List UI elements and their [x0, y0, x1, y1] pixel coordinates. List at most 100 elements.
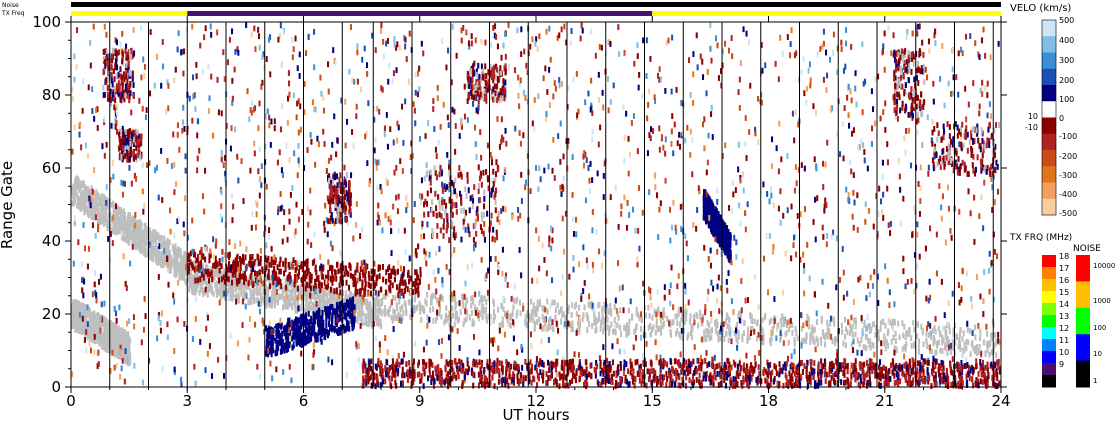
scatter-cell: [307, 289, 310, 296]
scatter-cell: [254, 259, 257, 265]
scatter-cell: [111, 227, 114, 234]
scatter-cell: [618, 324, 621, 331]
scatter-cell: [208, 283, 211, 289]
scatter-cell: [715, 227, 718, 233]
scatter-cell: [941, 348, 944, 354]
scatter-cell: [322, 301, 325, 308]
scatter-cell: [426, 292, 429, 298]
scatter-cell: [420, 305, 423, 312]
scatter-cell: [396, 305, 399, 312]
scatter-cell: [398, 312, 401, 319]
scatter-cell: [98, 318, 101, 325]
scatter-cell: [242, 270, 245, 277]
scatter-cell: [571, 326, 574, 333]
scatter-cell: [94, 323, 97, 330]
scatter-cell: [967, 339, 970, 346]
scatter-cell: [429, 296, 432, 303]
scatter-cell: [937, 339, 940, 346]
scatter-cell: [122, 342, 125, 348]
scatter-cell: [268, 261, 271, 268]
scatter-cell: [417, 291, 420, 298]
scatter-cell: [294, 329, 297, 336]
scatter-cell: [294, 290, 297, 297]
scatter-cell: [159, 235, 162, 241]
scatter-cell: [99, 219, 102, 225]
scatter-cell: [231, 264, 234, 270]
scatter-cell: [585, 312, 588, 318]
scatter-cell: [413, 296, 416, 303]
scatter-cell: [870, 326, 873, 333]
scatter-cell: [662, 321, 665, 328]
scatter-cell: [719, 335, 722, 342]
scatter-cell: [259, 260, 262, 266]
scatter-cell: [115, 224, 118, 231]
scatter-cell: [251, 254, 254, 260]
scatter-cell: [533, 306, 536, 313]
scatter-cell: [821, 329, 824, 336]
scatter-cell: [393, 309, 396, 316]
scatter-cell: [234, 257, 237, 264]
scatter-cell: [157, 232, 160, 239]
scatter-cell: [139, 235, 142, 242]
scatter-cell: [948, 328, 951, 335]
scatter-cell: [148, 251, 151, 258]
scatter-cell: [413, 307, 416, 314]
scatter-cell: [819, 336, 822, 343]
scatter-cell: [684, 310, 687, 317]
scatter-cell: [425, 300, 428, 307]
scatter-cell: [172, 249, 175, 256]
scatter-cell: [72, 200, 75, 207]
scatter-cell: [370, 322, 373, 329]
scatter-cell: [226, 271, 229, 278]
scatter-cell: [946, 341, 949, 348]
scatter-cell: [759, 325, 762, 331]
scatter-cell: [163, 241, 166, 248]
scatter-cell: [976, 350, 979, 356]
scatter-cell: [93, 202, 96, 208]
scatter-cell: [710, 206, 713, 213]
scatter-cell: [647, 324, 650, 331]
scatter-cell: [329, 290, 332, 297]
scatter-cell: [326, 282, 329, 289]
scatter-cell: [735, 336, 738, 343]
scatter-cell: [298, 269, 301, 275]
scatter-cell: [768, 233, 771, 240]
scatter-cell: [275, 324, 278, 331]
scatter-cell: [470, 302, 473, 309]
scatter-cell: [360, 294, 363, 301]
scatter-cell: [959, 341, 962, 348]
scatter-cell: [331, 280, 334, 286]
scatter-cell: [269, 275, 272, 282]
scatter-cell: [718, 223, 721, 230]
scatter-cell: [501, 316, 504, 323]
scatter-cell: [334, 319, 337, 326]
scatter-cell: [603, 316, 606, 323]
scatter-cell: [820, 318, 823, 325]
scatter-cell: [209, 283, 212, 290]
scatter-cell: [325, 328, 328, 335]
scatter-cell: [554, 315, 557, 322]
scatter-cell: [810, 326, 813, 333]
scatter-cell: [358, 305, 361, 312]
scatter-cell: [361, 279, 364, 286]
scatter-cell: [216, 290, 219, 297]
scatter-cell: [407, 299, 410, 306]
scatter-cell: [310, 285, 313, 292]
scatter-cell: [805, 332, 808, 339]
scatter-cell: [965, 345, 968, 352]
scatter-cell: [161, 240, 164, 247]
scatter-cell: [353, 280, 356, 287]
scatter-cell: [581, 316, 584, 323]
scatter-cell: [570, 326, 573, 332]
scatter-cell: [419, 266, 422, 273]
scatter-cell: [787, 339, 790, 346]
scatter-cell: [227, 266, 230, 273]
scatter-cell: [294, 307, 297, 314]
scatter-cell: [160, 262, 163, 268]
scatter-cell: [315, 276, 318, 283]
scatter-cell: [173, 246, 176, 253]
scatter-cell: [209, 268, 212, 274]
scatter-cell: [597, 311, 600, 318]
scatter-cell: [813, 326, 816, 333]
scatter-cell: [500, 303, 503, 310]
